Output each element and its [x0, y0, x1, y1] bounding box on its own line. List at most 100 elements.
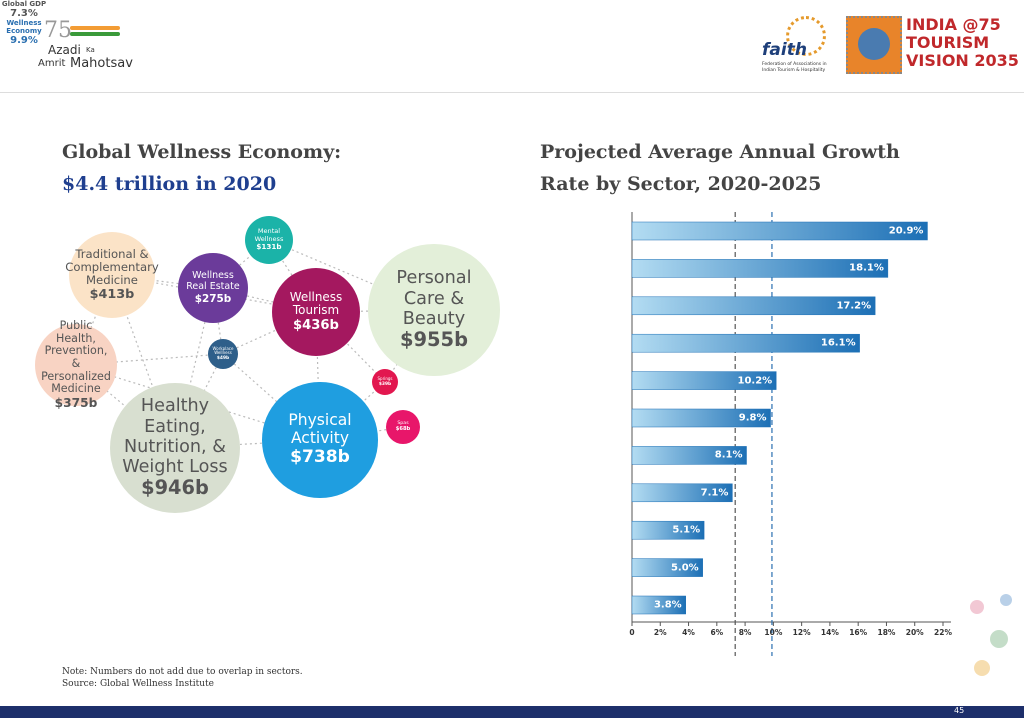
bubble-label: Springs	[377, 376, 393, 382]
value-label: 16.1%	[820, 337, 856, 349]
bubble-label: Traditional & Complementary Medicine	[65, 246, 159, 288]
bubble: Wellness Tourism $436b	[271, 267, 361, 357]
bar	[631, 408, 771, 428]
value-label: 10.2%	[737, 375, 773, 387]
value-label: 9.8%	[738, 412, 767, 424]
bar	[631, 520, 705, 540]
flower	[970, 600, 984, 614]
value-label: 5.0%	[670, 562, 699, 574]
bubble-value: $131b	[256, 242, 282, 252]
bubble: Healthy Eating, Nutrition, & Weight Loss…	[109, 382, 241, 514]
note: Source: Global Wellness Institute	[62, 679, 214, 689]
bubble-label: Wellness Tourism	[289, 289, 343, 318]
bar	[631, 595, 686, 615]
stamp-figure	[858, 28, 890, 60]
bubble: Physical Activity $738b	[262, 382, 378, 498]
flower	[974, 660, 990, 676]
footer-bar	[0, 706, 1024, 718]
logo-azadi: 75 Azadi Ka Amrit Mahotsav	[38, 18, 150, 78]
reference-label: Wellness Economy	[6, 19, 42, 35]
reference-value: 7.3%	[10, 8, 38, 19]
value-label: 5.1%	[672, 524, 701, 536]
bubble: Personal Care & Beauty $955b	[368, 244, 500, 376]
bubble-value: $375b	[54, 396, 98, 411]
faith-text: faith	[762, 40, 807, 60]
bar	[631, 221, 928, 241]
flower	[1000, 594, 1012, 606]
bubble-label: Spas	[397, 421, 409, 427]
bubble-value: $436b	[293, 318, 339, 334]
bubble: Traditional & Complementary Medicine $413…	[65, 231, 159, 319]
x-tick-label: 14%	[820, 628, 839, 637]
value-label: 7.1%	[700, 487, 729, 499]
x-tick-label: 4%	[682, 628, 695, 637]
bar	[631, 558, 703, 577]
x-tick-label: 16%	[849, 628, 868, 637]
bubble-value: $955b	[399, 328, 468, 352]
bubble-value: $49b	[216, 356, 230, 362]
header-rule	[0, 92, 1024, 93]
flower	[990, 630, 1008, 648]
left-title: Global Wellness Economy: $4.4 trillion i…	[62, 136, 341, 200]
bar-labels: 0 2% 4% 6% 8% 10% 12% 14% 16% 18% 20% 22% Global GDP…	[0, 0, 952, 637]
logo-vision-line: VISION 2035	[906, 51, 1019, 70]
bubble: Public Health, Prevention, & Personalize…	[34, 319, 118, 410]
x-tick-label: 12%	[792, 628, 811, 637]
bar	[631, 483, 733, 503]
bubble-label: Healthy Eating, Nutrition, & Weight Loss	[122, 396, 228, 478]
value-label: 3.8%	[653, 599, 682, 611]
logo-text: Azadi	[48, 43, 81, 57]
bubble: Mental Wellness $131b	[244, 215, 294, 265]
bubble-label: Mental Wellness	[254, 227, 284, 243]
value-label: 8.1%	[714, 449, 743, 461]
logo-75: 75	[44, 18, 72, 43]
bubble-value: $738b	[290, 447, 350, 468]
bubble-value: $39b	[378, 381, 392, 387]
bubble-value: $413b	[89, 286, 135, 302]
logo-faith: faith Federation of Associations in Indi…	[760, 14, 836, 80]
bar	[631, 259, 889, 278]
bubble-label: Workplace Wellness	[212, 345, 234, 356]
stamp	[846, 16, 902, 74]
x-tick-label: 22%	[934, 628, 952, 637]
logo-text: Amrit	[38, 58, 66, 69]
title: Global Wellness Economy:	[62, 141, 342, 163]
faith-emblem	[786, 16, 826, 56]
x-tick-label: 0	[629, 628, 635, 637]
reference-value: 9.9%	[10, 35, 38, 46]
bubble-value: $68b	[395, 425, 411, 432]
notes: Note: Numbers do not add due to overlap …	[62, 666, 303, 690]
logo-text: Mahotsav	[70, 56, 133, 71]
bubble-value: $275b	[194, 292, 232, 305]
link	[222, 311, 317, 355]
bubble: Spas $68b	[385, 409, 421, 445]
value-label: 18.1%	[849, 262, 884, 274]
note: Note: Numbers do not add due to overlap …	[62, 667, 303, 677]
logo-vision-line: INDIA @75	[906, 15, 1001, 34]
page-number: 45	[954, 706, 965, 715]
bubble: Springs $39b	[371, 368, 399, 396]
bar	[631, 446, 747, 465]
bubble-value: $946b	[141, 476, 209, 500]
logo-vision: INDIA @75 TOURISM VISION 2035	[906, 16, 1019, 70]
x-tick-label: 20%	[905, 628, 924, 637]
logo-vision-line: TOURISM	[906, 33, 990, 52]
flag-orange	[70, 26, 120, 30]
x-tick-label: 10%	[764, 628, 783, 637]
bar	[631, 371, 777, 390]
value-label: 20.9%	[888, 225, 924, 237]
bubble-label: Physical Activity	[288, 411, 352, 448]
bubble: Wellness Real Estate $275b	[177, 252, 249, 324]
x-tick-label: 8%	[738, 628, 752, 637]
faith-sub: Federation of Associations in Indian Tou…	[762, 62, 827, 73]
x-tick-label: 2%	[653, 628, 667, 637]
logo-text: Ka	[86, 46, 95, 54]
right-title: Projected Average Annual Growth Rate by …	[540, 141, 900, 195]
bar	[631, 296, 876, 316]
bubble-label: Public Health, Prevention, & Personalize…	[41, 318, 111, 396]
reference-label: Global GDP	[1, 0, 47, 8]
floral-decoration	[960, 580, 1024, 700]
bubble-label: Personal Care & Beauty	[396, 268, 472, 329]
